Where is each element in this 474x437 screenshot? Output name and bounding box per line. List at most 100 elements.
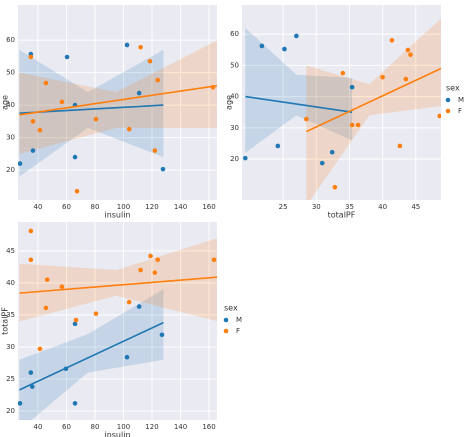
y-tick-label: 45: [6, 247, 15, 255]
legend-marker: [223, 328, 229, 334]
point: [72, 321, 78, 327]
x-axis-label: totalPF: [328, 211, 356, 220]
point: [159, 332, 165, 338]
x-axis-label: insulin: [104, 211, 130, 220]
point: [29, 384, 35, 389]
subplot: 40 60 80 100 120 140 160 20 25 30 35 40 45 insulin tot…: [1, 222, 217, 437]
point: [93, 311, 99, 316]
legend-title: sex: [224, 304, 238, 313]
legend-marker: [223, 317, 229, 323]
x-tick-label: 80: [91, 423, 100, 431]
point: [30, 148, 36, 153]
point: [155, 257, 160, 263]
y-tick-label: 40: [6, 101, 15, 109]
point: [319, 160, 325, 166]
point: [243, 155, 248, 161]
point: [73, 317, 79, 323]
point: [44, 277, 50, 282]
x-tick-label: 160: [202, 423, 215, 431]
y-tick-label: 30: [6, 343, 15, 351]
point: [332, 184, 338, 190]
y-tick-label: 30: [230, 124, 239, 132]
y-tick-label: 20: [6, 166, 15, 174]
point: [37, 346, 43, 352]
point: [126, 126, 132, 132]
plot-background: [242, 5, 441, 200]
x-tick-label: 60: [62, 423, 71, 431]
confidence-band: [245, 27, 353, 153]
point: [405, 47, 411, 53]
x-tick-label: 140: [174, 423, 187, 431]
point: [259, 43, 265, 49]
point: [389, 38, 395, 43]
point: [74, 188, 80, 194]
confidence-band: [19, 49, 164, 177]
point: [59, 284, 65, 290]
point: [28, 228, 34, 234]
y-tick-label: 35: [6, 311, 15, 319]
point: [380, 74, 385, 80]
x-tick-label: 25: [279, 203, 288, 211]
point: [136, 304, 142, 309]
x-tick-label: 120: [145, 203, 158, 211]
y-tick-label: 20: [6, 407, 15, 415]
point: [43, 305, 49, 311]
point: [64, 54, 70, 60]
x-tick-label: 100: [117, 203, 130, 211]
point: [160, 166, 166, 172]
x-tick-label: 35: [345, 203, 354, 211]
x-tick-label: 100: [117, 423, 130, 431]
y-axis-label: age: [225, 95, 234, 110]
x-tick-label: 40: [378, 203, 387, 211]
plot-background: [18, 222, 217, 420]
regression-line: [245, 95, 353, 113]
x-tick-label: 30: [312, 203, 321, 211]
point: [340, 70, 346, 76]
x-tick-label: 80: [91, 203, 100, 211]
x-tick-label: 40: [33, 423, 42, 431]
x-tick-label: 120: [145, 423, 158, 431]
y-axis-label: totalPF: [1, 307, 10, 335]
point: [72, 401, 78, 406]
point: [59, 99, 65, 105]
point: [349, 84, 355, 90]
y-tick-label: 40: [230, 93, 239, 101]
point: [397, 143, 403, 149]
point: [152, 270, 158, 275]
legend-label: F: [236, 327, 240, 335]
plot-area: [243, 18, 441, 200]
legend-label: M: [458, 96, 464, 104]
y-tick-label: 50: [230, 61, 239, 69]
y-tick-label: 40: [6, 279, 15, 287]
y-tick-label: 20: [230, 155, 239, 163]
point: [355, 122, 361, 128]
point: [126, 299, 132, 305]
point: [147, 58, 153, 64]
x-tick-label: 60: [62, 203, 71, 211]
point: [403, 76, 409, 82]
subplot: 25 30 35 40 45 20 30 40 50 60 totalPF age: [225, 5, 441, 220]
point: [124, 42, 130, 48]
y-tick-label: 50: [6, 69, 15, 77]
point: [72, 154, 78, 160]
y-tick-label: 60: [230, 30, 239, 38]
confidence-band: [19, 238, 217, 322]
point: [18, 401, 23, 406]
x-tick-label: 40: [33, 203, 42, 211]
point: [304, 116, 309, 122]
legend-marker: [445, 108, 451, 114]
point: [138, 267, 143, 273]
legend-title: sex: [446, 84, 460, 93]
point: [294, 33, 299, 39]
point: [28, 54, 34, 60]
point: [282, 46, 287, 52]
x-tick-label: 45: [411, 203, 420, 211]
point: [275, 143, 281, 149]
regression-line: [19, 321, 164, 391]
point: [136, 90, 142, 96]
point: [349, 122, 355, 128]
plot-background: [18, 5, 217, 200]
regression-line: [19, 276, 217, 294]
point: [124, 354, 130, 360]
